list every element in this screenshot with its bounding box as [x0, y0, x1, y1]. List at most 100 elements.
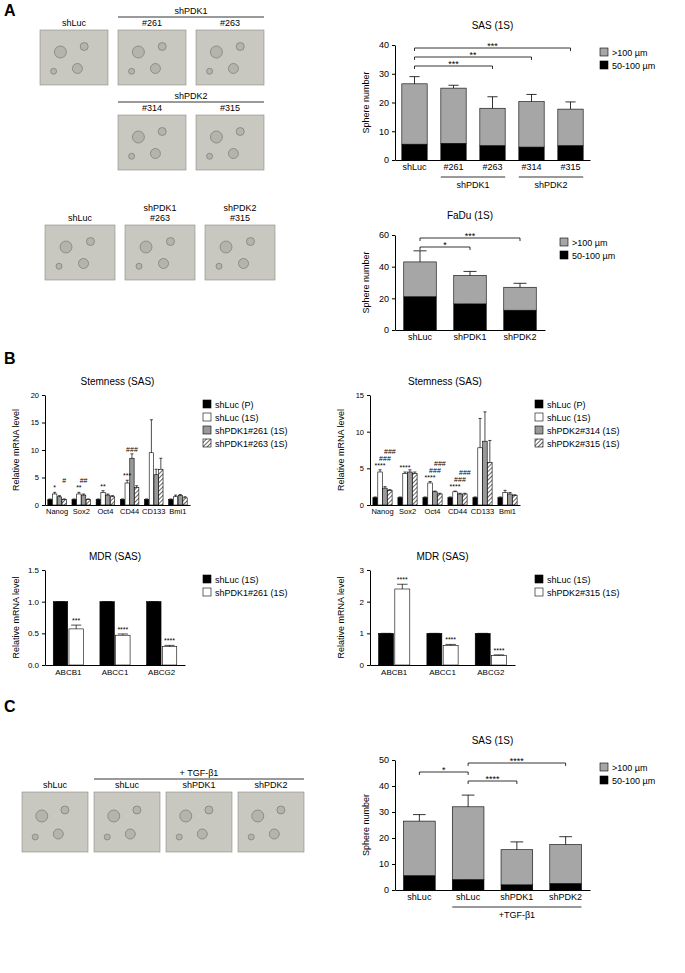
error-cap — [433, 491, 436, 492]
y-tick-mark — [392, 298, 395, 299]
x-tick-label: CD133 — [142, 507, 165, 516]
error-bar — [470, 271, 471, 275]
y-tick-label: 0.0 — [28, 661, 40, 670]
significance-label: *** — [487, 41, 498, 51]
group-label: +TGF-β1 — [499, 910, 535, 920]
y-tick-mark — [42, 478, 45, 479]
sphere-decor — [197, 829, 207, 839]
significance-label: **** — [397, 576, 408, 583]
y-axis-title: Sphere number — [361, 71, 371, 133]
marks — [379, 584, 507, 665]
micrograph — [40, 30, 108, 85]
significance-label: *** — [448, 59, 459, 69]
bar-segment — [404, 262, 437, 297]
error-bar — [520, 283, 521, 287]
bar-segment — [454, 304, 487, 330]
legend-swatch — [203, 439, 211, 447]
x-axis: ABCB1ABCC1ABCG2 — [46, 665, 186, 677]
significance-label: **** — [425, 474, 436, 481]
bar — [183, 498, 187, 505]
x-tick-label: ABCC1 — [429, 668, 456, 677]
significance-label: ### — [384, 448, 396, 455]
bar — [173, 497, 177, 505]
tile-label: #261 — [142, 18, 162, 28]
error-cap — [82, 494, 85, 495]
x-tick-label: Nanog — [371, 507, 393, 516]
chart: 0.00.51.01.5ABCB1ABCC1ABCG2***********MD… — [11, 551, 288, 677]
bar — [69, 629, 83, 665]
y-tick: 0 — [360, 661, 370, 670]
legend-swatch — [535, 426, 543, 434]
error-bar — [419, 815, 420, 822]
y-tick-mark — [42, 633, 45, 634]
y-tick-label: 40 — [379, 40, 389, 50]
x-tick: shLuc — [402, 160, 427, 172]
bar — [154, 475, 158, 505]
bar-segment — [480, 108, 505, 145]
y-tick: 1.5 — [28, 566, 45, 575]
y-tick-label: 20 — [379, 98, 389, 108]
tile-label: shLuc — [62, 18, 87, 28]
chart-title: SAS (1S) — [472, 735, 514, 746]
error-cap — [474, 496, 477, 497]
bar-segment — [404, 297, 437, 330]
error-cap — [174, 495, 177, 496]
x-tick: CD44 — [120, 505, 139, 516]
bar-segment — [480, 146, 505, 160]
error-bar — [489, 440, 490, 462]
micrograph — [94, 792, 160, 852]
bar — [53, 494, 57, 505]
micrograph — [118, 115, 186, 170]
sphere-decor — [228, 149, 238, 159]
error-cap — [488, 440, 491, 441]
sphere-decor — [180, 810, 192, 822]
x-tick: #261 — [443, 160, 463, 172]
x-tick-label: CD44 — [120, 507, 139, 516]
sphere-decor — [140, 241, 152, 253]
micrograph — [238, 792, 304, 852]
y-tick-mark — [42, 665, 45, 666]
sphere-decor — [216, 263, 222, 269]
y-tick: 30 — [379, 69, 395, 79]
y-tick-label: 40 — [379, 262, 389, 272]
error-cap — [126, 480, 129, 481]
marks — [53, 602, 176, 665]
y-tick-mark — [367, 665, 370, 666]
y-tick-mark — [42, 570, 45, 571]
y-axis-line — [395, 46, 396, 161]
bar — [81, 495, 85, 505]
y-tick: 3 — [360, 566, 370, 575]
sphere-decor — [207, 153, 213, 159]
y-tick-label: 20 — [379, 294, 389, 304]
error-bar — [402, 584, 403, 589]
error-cap — [483, 411, 486, 412]
y-axis-line — [45, 396, 46, 506]
legend-swatch — [535, 588, 543, 596]
image-panel: shLuc#261#263#314#315shPDK1shPDK2 — [40, 6, 264, 170]
significance-label: **** — [494, 647, 505, 654]
sphere-decor — [277, 806, 285, 814]
y-axis-line — [370, 571, 371, 666]
x-tick-label: shPDK2 — [503, 332, 536, 342]
legend-label: shPDK1#261 (1S) — [215, 588, 288, 598]
significance-label: ### — [434, 460, 446, 467]
bar — [378, 472, 383, 505]
legend-label: shLuc (P) — [547, 400, 586, 410]
error-cap — [413, 472, 416, 473]
y-tick: 10 — [379, 859, 395, 869]
y-tick: 60 — [379, 230, 395, 240]
sphere-decor — [36, 810, 48, 822]
y-tick-label: 0 — [360, 501, 364, 510]
legend-swatch — [203, 413, 211, 421]
x-axis: NanogSox2Oct4CD44CD133Bmi1 — [46, 505, 191, 516]
tile-label: shLuc — [68, 213, 93, 223]
x-tick: Sox2 — [399, 505, 416, 516]
error-cap — [438, 493, 441, 494]
y-tick-mark — [392, 330, 395, 331]
bar — [503, 493, 508, 505]
micrograph — [125, 225, 195, 280]
y-tick: 40 — [379, 262, 395, 272]
sphere-decor — [87, 238, 95, 246]
y-tick-label: 1.0 — [28, 598, 40, 607]
sphere-decor — [133, 806, 141, 814]
